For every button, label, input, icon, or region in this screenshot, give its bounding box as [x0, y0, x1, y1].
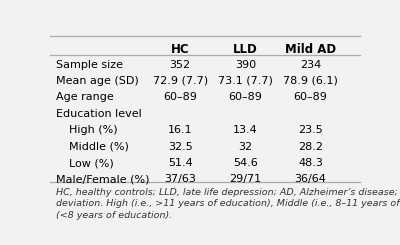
Text: 54.6: 54.6 — [233, 158, 258, 168]
Text: 32.5: 32.5 — [168, 142, 192, 152]
Text: Sample size: Sample size — [56, 60, 123, 70]
Text: 36/64: 36/64 — [294, 174, 326, 184]
Text: High (%): High (%) — [69, 125, 117, 135]
Text: 60–89: 60–89 — [294, 92, 327, 102]
Text: 13.4: 13.4 — [233, 125, 258, 135]
Text: 28.2: 28.2 — [298, 142, 323, 152]
Text: 16.1: 16.1 — [168, 125, 192, 135]
Text: 390: 390 — [235, 60, 256, 70]
Text: 48.3: 48.3 — [298, 158, 323, 168]
Text: Education level: Education level — [56, 109, 142, 119]
Text: HC: HC — [171, 43, 190, 56]
Text: 37/63: 37/63 — [164, 174, 196, 184]
Text: 23.5: 23.5 — [298, 125, 323, 135]
Text: LLD: LLD — [233, 43, 258, 56]
Text: 60–89: 60–89 — [163, 92, 197, 102]
Text: Mean age (SD): Mean age (SD) — [56, 76, 139, 86]
Text: 60–89: 60–89 — [228, 92, 262, 102]
Text: Mild AD: Mild AD — [285, 43, 336, 56]
Text: 352: 352 — [170, 60, 191, 70]
Text: 73.1 (7.7): 73.1 (7.7) — [218, 76, 273, 86]
Text: Male/Female (%): Male/Female (%) — [56, 174, 150, 184]
Text: 234: 234 — [300, 60, 321, 70]
Text: 32: 32 — [238, 142, 252, 152]
Text: Age range: Age range — [56, 92, 114, 102]
Text: Low (%): Low (%) — [69, 158, 113, 168]
Text: 29/71: 29/71 — [229, 174, 261, 184]
Text: Middle (%): Middle (%) — [69, 142, 128, 152]
Text: 78.9 (6.1): 78.9 (6.1) — [283, 76, 338, 86]
Text: HC, healthy controls; LLD, late life depression; AD, Alzheimer’s disease; SD, st: HC, healthy controls; LLD, late life dep… — [56, 188, 400, 220]
Text: 51.4: 51.4 — [168, 158, 192, 168]
Text: 72.9 (7.7): 72.9 (7.7) — [153, 76, 208, 86]
